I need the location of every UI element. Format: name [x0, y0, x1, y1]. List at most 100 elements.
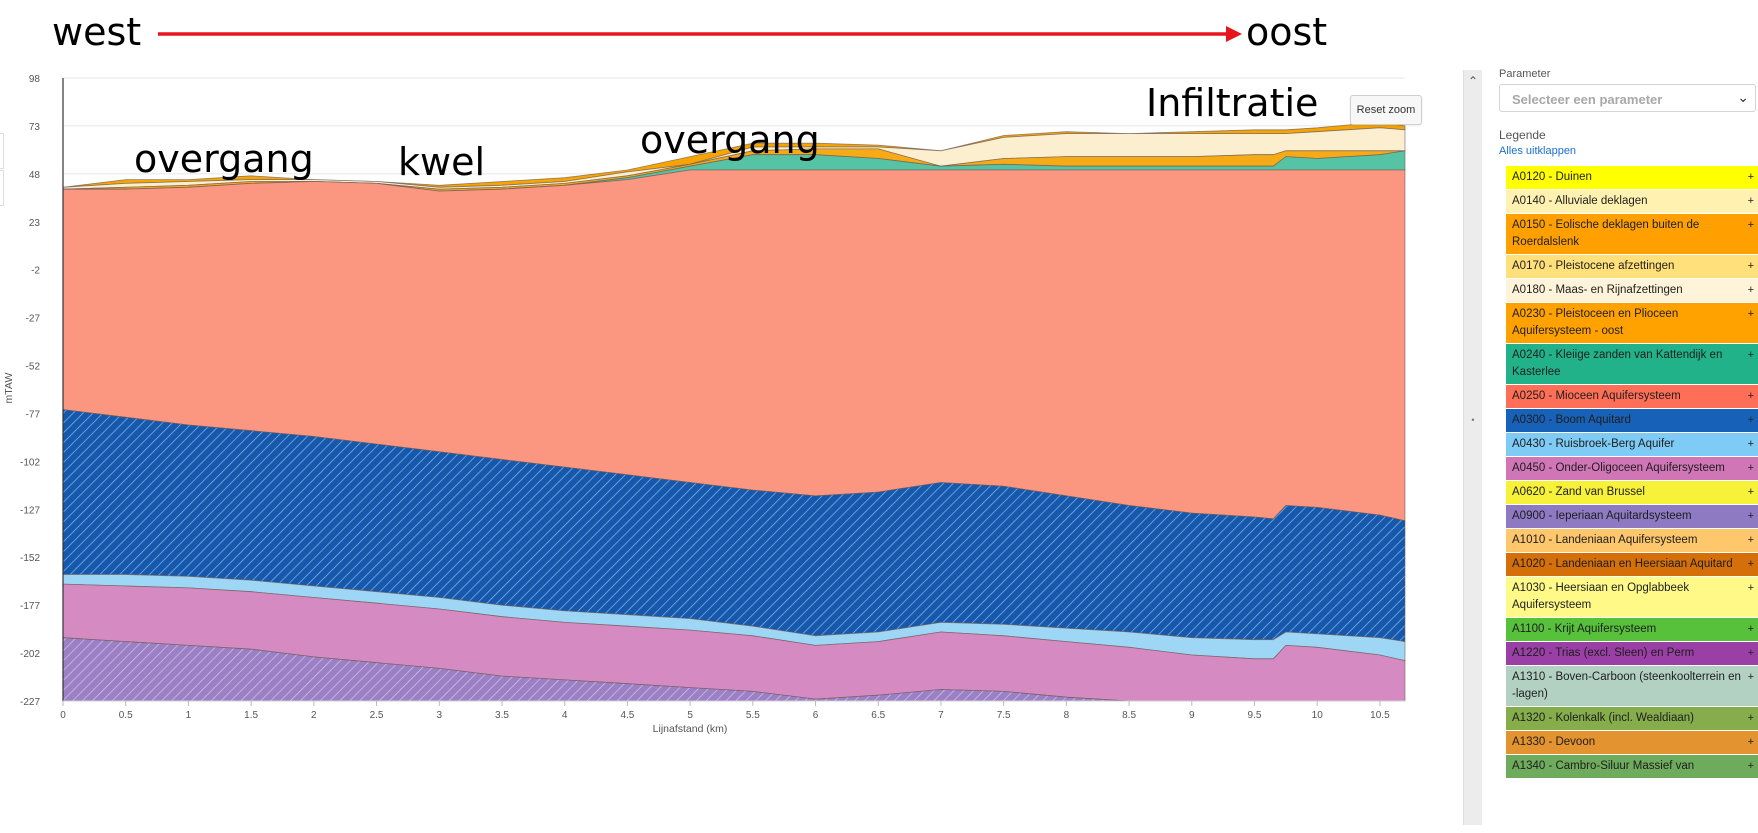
y-tick-label: 73 — [29, 122, 41, 133]
y-tick-label: -102 — [20, 457, 40, 468]
plus-icon[interactable]: + — [1747, 171, 1754, 183]
oost-label: oost — [1246, 10, 1328, 54]
scroll-up-icon[interactable]: ⌃ — [1467, 74, 1479, 88]
x-tick-label: 2.5 — [370, 710, 384, 721]
side-tab-2[interactable] — [0, 170, 4, 206]
side-tab-1[interactable] — [0, 133, 4, 169]
x-tick-label: 5.5 — [746, 710, 760, 721]
legend-item-label: A1010 - Landeniaan Aquifersysteem — [1512, 534, 1698, 546]
kwel-label: kwel — [398, 140, 486, 184]
legend-item[interactable]: A0430 - Ruisbroek-Berg Aquifer + — [1506, 433, 1758, 457]
legend-item[interactable]: A0170 - Pleistocene afzettingen + — [1506, 255, 1758, 279]
legend-item[interactable]: A1100 - Krijt Aquifersysteem + — [1506, 618, 1758, 642]
plus-icon[interactable]: + — [1747, 195, 1754, 207]
x-tick-label: 6 — [813, 710, 819, 721]
legend-item-label: A0620 - Zand van Brussel — [1512, 486, 1645, 498]
panel-scrollbar[interactable]: ⌃ • — [1463, 70, 1482, 825]
legend-item-label: A0430 - Ruisbroek-Berg Aquifer — [1512, 438, 1675, 450]
x-tick-label: 10 — [1312, 710, 1324, 721]
y-tick-label: -52 — [26, 362, 41, 373]
legend-item[interactable]: A1030 - Heersiaan en Opglabbeek Aquifers… — [1506, 577, 1758, 618]
x-tick-label: 4.5 — [620, 710, 634, 721]
reset-zoom-button[interactable]: Reset zoom — [1350, 95, 1422, 125]
expand-all-link[interactable]: Alles uitklappen — [1499, 145, 1577, 157]
plus-icon[interactable]: + — [1747, 284, 1754, 296]
plus-icon[interactable]: + — [1747, 219, 1754, 231]
y-tick-label: -177 — [20, 601, 40, 612]
legend-item[interactable]: A0250 - Mioceen Aquifersysteem + — [1506, 385, 1758, 409]
plus-icon[interactable]: + — [1747, 582, 1754, 594]
legend-item[interactable]: A0240 - Kleiige zanden van Kattendijk en… — [1506, 344, 1758, 385]
legend-item[interactable]: A0180 - Maas- en Rijnafzettingen + — [1506, 279, 1758, 303]
plus-icon[interactable]: + — [1747, 671, 1754, 683]
legend-item-label: A1340 - Cambro-Siluur Massief van — [1512, 760, 1695, 772]
legend-item-label: A0120 - Duinen — [1512, 171, 1592, 183]
plus-icon[interactable]: + — [1747, 260, 1754, 272]
plus-icon[interactable]: + — [1747, 462, 1754, 474]
direction-arrow-head — [1226, 26, 1242, 42]
plus-icon[interactable]: + — [1747, 414, 1754, 426]
legend-item[interactable]: A0150 - Eolische deklagen buiten de Roer… — [1506, 214, 1758, 255]
plus-icon[interactable]: + — [1747, 760, 1754, 772]
x-tick-label: 9.5 — [1248, 710, 1262, 721]
chevron-down-icon[interactable]: ⌄ — [1737, 89, 1749, 105]
x-tick-label: 10.5 — [1370, 710, 1390, 721]
x-tick-label: 1.5 — [244, 710, 258, 721]
legend-item-label: A0250 - Mioceen Aquifersysteem — [1512, 390, 1681, 402]
plus-icon[interactable]: + — [1747, 438, 1754, 450]
overgang-mid-label: overgang — [640, 118, 820, 162]
direction-arrow — [158, 26, 1242, 42]
legend-item-label: A0180 - Maas- en Rijnafzettingen — [1512, 284, 1683, 296]
plus-icon[interactable]: + — [1747, 349, 1754, 361]
legend-item-label: A1330 - Devoon — [1512, 736, 1596, 748]
parameter-select[interactable]: Selecteer een parameter ⌄ — [1499, 84, 1756, 112]
x-tick-label: 4 — [562, 710, 568, 721]
x-axis-title: Lijnafstand (km) — [653, 723, 728, 735]
cross-section-chart[interactable]: 98734823-2-27-52-77-102-127-152-177-202-… — [0, 70, 1440, 833]
legend-item-label: A1100 - Krijt Aquifersysteem — [1512, 623, 1657, 635]
plus-icon[interactable]: + — [1747, 647, 1754, 659]
legend-item[interactable]: A0620 - Zand van Brussel + — [1506, 481, 1758, 505]
y-tick-label: -202 — [20, 649, 40, 660]
legend-item[interactable]: A1020 - Landeniaan en Heersiaan Aquitard… — [1506, 553, 1758, 577]
legend-item-label: A0150 - Eolische deklagen buiten de Roer… — [1512, 219, 1700, 248]
legend-item-label: A0300 - Boom Aquitard — [1512, 414, 1631, 426]
legend-item[interactable]: A1330 - Devoon + — [1506, 731, 1758, 755]
x-tick-label: 1 — [186, 710, 192, 721]
legend-item[interactable]: A1010 - Landeniaan Aquifersysteem + — [1506, 529, 1758, 553]
legend-item-label: A0170 - Pleistocene afzettingen — [1512, 260, 1675, 272]
legend-item[interactable]: A0300 - Boom Aquitard + — [1506, 409, 1758, 433]
x-tick-label: 8 — [1064, 710, 1070, 721]
plus-icon[interactable]: + — [1747, 534, 1754, 546]
y-tick-label: -27 — [26, 314, 41, 325]
legend-list: A0120 - Duinen + A0140 - Alluviale deklage… — [1506, 166, 1758, 779]
plus-icon[interactable]: + — [1747, 486, 1754, 498]
legend-item[interactable]: A1220 - Trias (excl. Sleen) en Perm + — [1506, 642, 1758, 666]
legend-item-label: A0450 - Onder-Oligoceen Aquifersysteem — [1512, 462, 1725, 474]
plus-icon[interactable]: + — [1747, 390, 1754, 402]
legend-item[interactable]: A0900 - Ieperiaan Aquitardsysteem + — [1506, 505, 1758, 529]
x-tick-label: 2 — [311, 710, 317, 721]
legend-item[interactable]: A1340 - Cambro-Siluur Massief van + — [1506, 755, 1758, 779]
plus-icon[interactable]: + — [1747, 623, 1754, 635]
y-tick-label: -227 — [20, 697, 40, 708]
legend-item[interactable]: A1310 - Boven-Carboon (steenkoolterrein … — [1506, 666, 1758, 707]
y-tick-label: -152 — [20, 553, 40, 564]
y-tick-label: 98 — [29, 74, 41, 85]
plus-icon[interactable]: + — [1747, 510, 1754, 522]
plus-icon[interactable]: + — [1747, 558, 1754, 570]
side-panel: ⌃ • Parameter Selecteer een parameter ⌄ … — [1463, 68, 1758, 833]
legend-item[interactable]: A0450 - Onder-Oligoceen Aquifersysteem + — [1506, 457, 1758, 481]
legend-item[interactable]: A0140 - Alluviale deklagen + — [1506, 190, 1758, 214]
plus-icon[interactable]: + — [1747, 736, 1754, 748]
legend-item[interactable]: A0230 - Pleistoceen en Plioceen Aquifers… — [1506, 303, 1758, 344]
legend-item[interactable]: A0120 - Duinen + — [1506, 166, 1758, 190]
x-tick-label: 8.5 — [1122, 710, 1136, 721]
x-tick-label: 3.5 — [495, 710, 509, 721]
plus-icon[interactable]: + — [1747, 712, 1754, 724]
x-tick-label: 7 — [938, 710, 944, 721]
scroll-grip-icon[interactable]: • — [1471, 415, 1475, 425]
legend-item[interactable]: A1320 - Kolenkalk (incl. Wealdiaan) + — [1506, 707, 1758, 731]
infiltratie-label: Infiltratie — [1146, 81, 1319, 125]
plus-icon[interactable]: + — [1747, 308, 1754, 320]
